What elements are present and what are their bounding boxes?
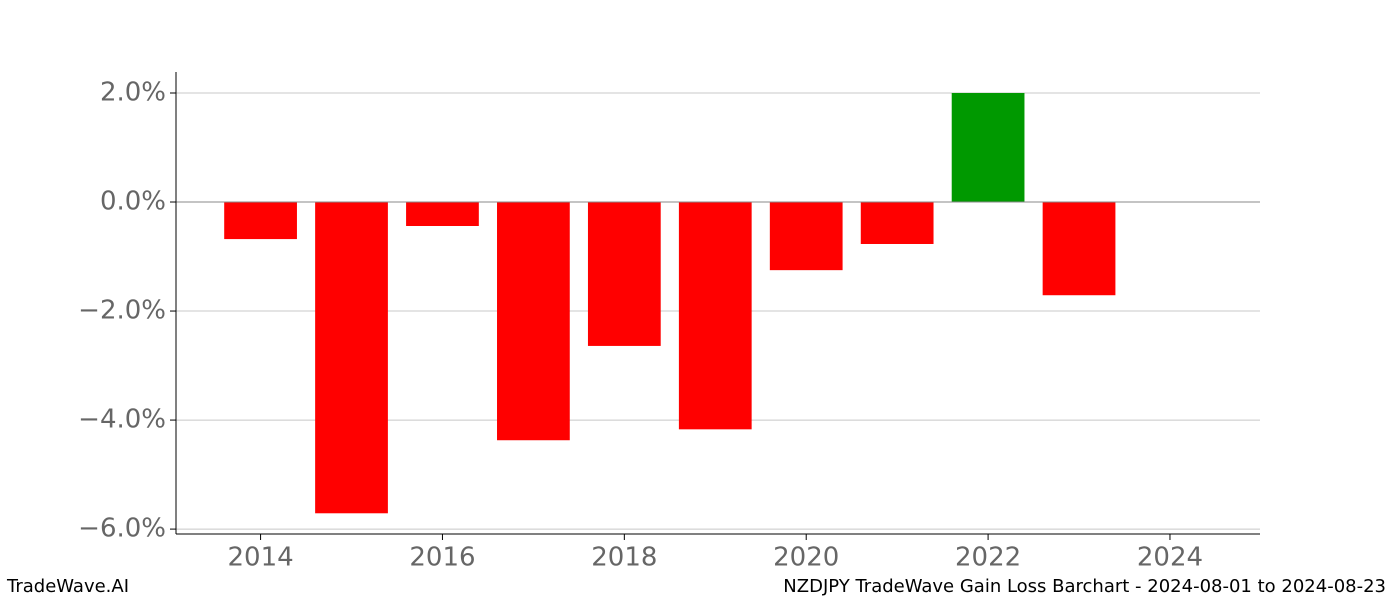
y-tick-label: −2.0% xyxy=(78,296,166,326)
bar xyxy=(587,202,661,346)
bar xyxy=(678,202,752,430)
x-tick-label: 2014 xyxy=(227,543,293,573)
y-tick-label: 0.0% xyxy=(100,187,166,217)
bar xyxy=(1042,202,1116,296)
bar xyxy=(497,202,570,441)
bar xyxy=(406,202,479,226)
footer-right: NZDJPY TradeWave Gain Loss Barchart - 20… xyxy=(783,576,1386,597)
y-tick-label: 2.0% xyxy=(100,77,166,107)
bar xyxy=(315,202,388,514)
bar xyxy=(860,202,934,244)
x-tick-label: 2024 xyxy=(1137,543,1203,573)
bar xyxy=(951,92,1025,203)
y-tick-label: −4.0% xyxy=(78,405,166,435)
x-tick-label: 2018 xyxy=(591,543,657,573)
x-tick-label: 2020 xyxy=(773,543,839,573)
y-tick-label: −6.0% xyxy=(78,514,166,544)
bar xyxy=(769,202,843,271)
x-tick-label: 2016 xyxy=(409,543,475,573)
bar xyxy=(224,202,297,240)
x-tick-label: 2022 xyxy=(955,543,1021,573)
footer-left: TradeWave.AI xyxy=(6,576,129,597)
